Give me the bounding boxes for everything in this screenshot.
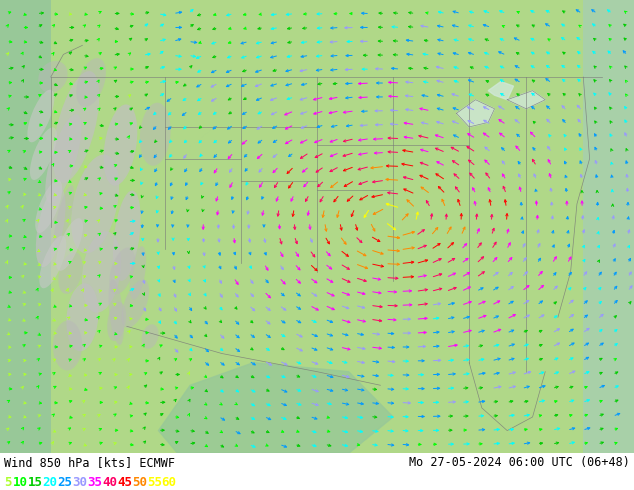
Ellipse shape <box>39 236 67 288</box>
Ellipse shape <box>45 114 82 203</box>
Ellipse shape <box>54 185 74 248</box>
Text: 40: 40 <box>102 476 117 489</box>
Ellipse shape <box>53 320 82 370</box>
Polygon shape <box>507 91 545 109</box>
Ellipse shape <box>141 324 158 349</box>
Ellipse shape <box>129 246 146 299</box>
Ellipse shape <box>36 180 62 233</box>
Ellipse shape <box>71 154 119 253</box>
Ellipse shape <box>67 283 98 351</box>
Ellipse shape <box>56 218 83 271</box>
Polygon shape <box>488 82 514 99</box>
Ellipse shape <box>103 104 138 186</box>
Text: 55: 55 <box>147 476 162 489</box>
Text: 10: 10 <box>13 476 28 489</box>
Ellipse shape <box>107 302 126 341</box>
Ellipse shape <box>30 127 57 180</box>
Text: Mo 27-05-2024 06:00 UTC (06+48): Mo 27-05-2024 06:00 UTC (06+48) <box>409 456 630 469</box>
Bar <box>583 0 634 453</box>
Ellipse shape <box>38 61 68 93</box>
Ellipse shape <box>108 280 124 345</box>
Ellipse shape <box>113 191 141 281</box>
Ellipse shape <box>139 103 171 166</box>
Text: 50: 50 <box>132 476 147 489</box>
Text: 60: 60 <box>162 476 177 489</box>
Text: Wind 850 hPa [kts] ECMWF: Wind 850 hPa [kts] ECMWF <box>4 456 175 469</box>
Text: 30: 30 <box>72 476 87 489</box>
Text: 25: 25 <box>58 476 72 489</box>
Bar <box>0 0 51 453</box>
Ellipse shape <box>109 247 135 294</box>
Ellipse shape <box>122 280 149 328</box>
Text: 15: 15 <box>28 476 42 489</box>
Text: 35: 35 <box>87 476 102 489</box>
Ellipse shape <box>36 186 65 267</box>
Ellipse shape <box>58 252 82 294</box>
Polygon shape <box>158 363 393 453</box>
Ellipse shape <box>82 231 121 313</box>
Ellipse shape <box>76 58 106 107</box>
Text: 20: 20 <box>42 476 58 489</box>
Text: 5: 5 <box>4 476 11 489</box>
Polygon shape <box>456 99 495 127</box>
Text: 45: 45 <box>117 476 132 489</box>
Ellipse shape <box>27 90 55 142</box>
Ellipse shape <box>53 71 100 183</box>
